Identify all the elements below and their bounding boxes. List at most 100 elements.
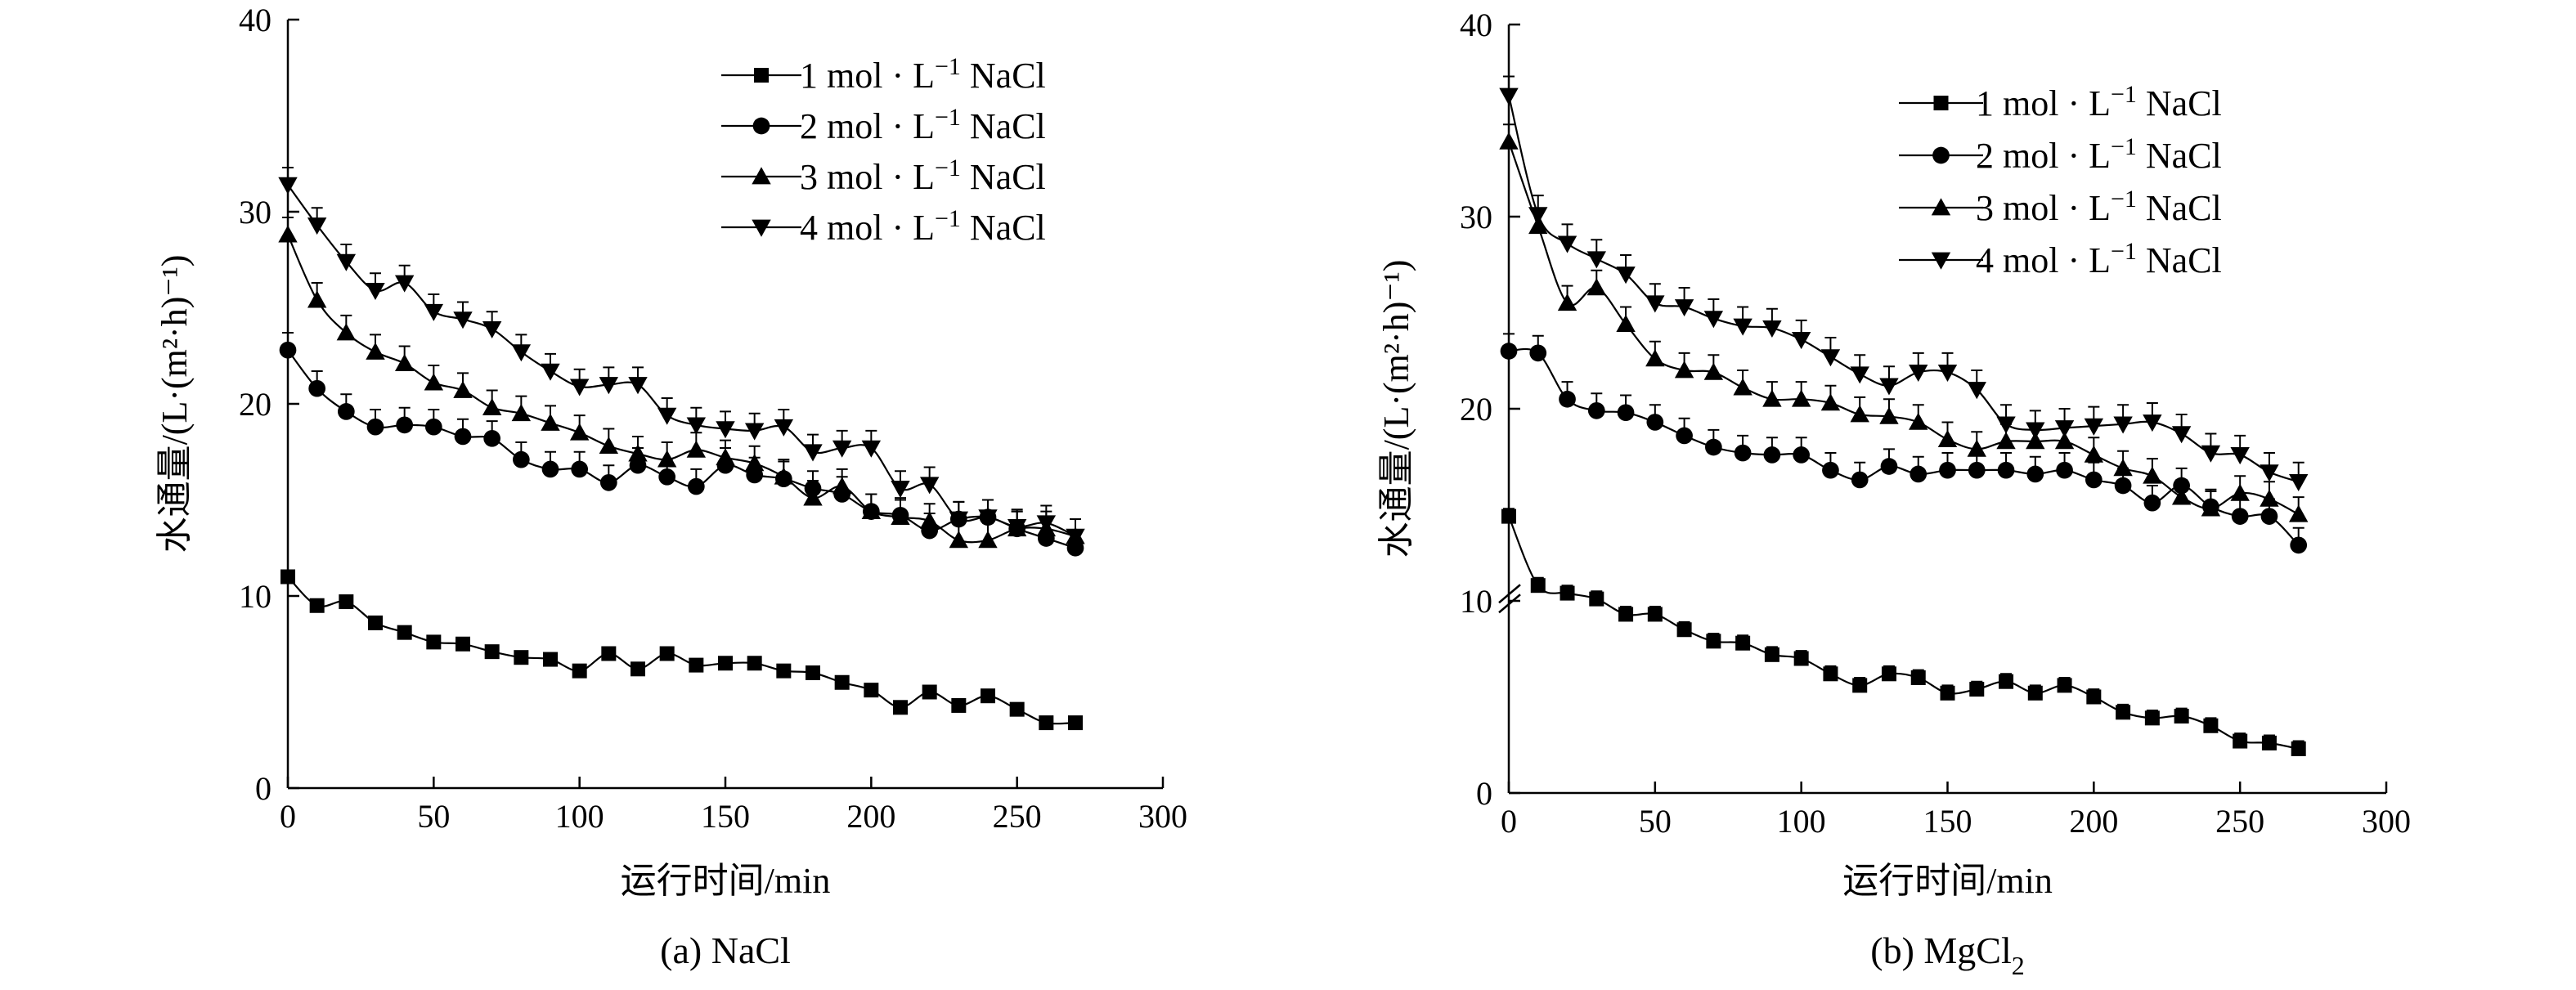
series-line <box>1508 347 2300 546</box>
x-tick-label: 300 <box>1138 798 1187 835</box>
series-line <box>1507 516 2299 750</box>
data-point <box>2201 445 2221 463</box>
data-point <box>803 488 823 506</box>
legend-item-3: 3 mol · L−1 NaCl <box>1899 186 2222 228</box>
data-point <box>2143 466 2162 484</box>
y-axis-title: 水通量/(L·(m²·h)⁻¹) <box>155 255 195 553</box>
legend-label: 2 mol · L−1 NaCl <box>1976 133 2222 176</box>
series-1 <box>1501 508 2306 756</box>
data-point <box>2144 710 2160 726</box>
data-point <box>2114 477 2132 495</box>
data-point <box>1557 235 1577 253</box>
data-point <box>2056 461 2073 479</box>
data-point <box>893 700 908 715</box>
data-point <box>774 467 794 485</box>
data-point <box>2113 416 2133 434</box>
data-point <box>861 440 882 458</box>
data-point <box>776 663 792 679</box>
legend-item-2: 2 mol · L−1 NaCl <box>721 104 1046 146</box>
data-point <box>1703 362 1724 380</box>
x-tick-label: 100 <box>1777 803 1826 840</box>
data-point <box>2026 465 2044 483</box>
data-point <box>951 697 967 713</box>
data-point <box>2026 422 2045 440</box>
data-point <box>774 419 794 437</box>
data-point <box>803 444 823 462</box>
data-point <box>1645 349 1665 367</box>
data-point <box>2116 705 2131 720</box>
data-point <box>1068 715 1083 731</box>
data-point <box>599 474 617 491</box>
series-line <box>287 184 1076 538</box>
x-tick-label: 250 <box>2215 803 2264 840</box>
data-point <box>1674 361 1694 379</box>
data-point <box>1910 465 1928 483</box>
series-3 <box>278 217 1085 549</box>
data-point <box>1996 432 2016 450</box>
data-point <box>1676 427 1693 445</box>
data-point <box>2290 536 2308 554</box>
data-point <box>1764 647 1779 662</box>
data-point <box>1039 715 1054 731</box>
data-point <box>861 501 882 519</box>
data-point <box>1822 461 1839 479</box>
data-point <box>1763 446 1781 464</box>
data-point <box>1586 278 1606 296</box>
data-point <box>426 634 442 650</box>
legend-marker <box>752 117 770 135</box>
data-point <box>659 646 675 661</box>
data-point <box>1793 446 1811 464</box>
data-point <box>2261 735 2277 750</box>
data-point <box>981 688 995 704</box>
x-tick-label: 300 <box>2362 803 2411 840</box>
data-point <box>2291 741 2306 756</box>
data-point <box>541 363 560 381</box>
data-point <box>366 342 385 360</box>
data-point <box>1820 393 1841 411</box>
data-point <box>628 377 648 395</box>
data-point <box>1850 405 1869 423</box>
data-point <box>1499 87 1519 105</box>
y-tick-label: 20 <box>1460 391 1492 428</box>
data-point <box>1909 364 1928 383</box>
data-point <box>1009 701 1025 717</box>
y-tick-label: 20 <box>239 386 272 423</box>
data-point <box>2026 432 2045 450</box>
data-point <box>339 594 354 610</box>
legend-marker <box>1931 198 1951 216</box>
data-point <box>336 323 357 341</box>
x-tick-label: 0 <box>280 798 296 835</box>
data-point <box>541 413 560 431</box>
data-point <box>278 177 298 195</box>
data-point <box>949 531 969 549</box>
data-point <box>1820 349 1841 367</box>
data-point <box>484 644 500 660</box>
data-point <box>1793 651 1809 666</box>
panel-caption: (a) NaCl <box>660 930 791 971</box>
x-tick-label: 0 <box>1501 803 1517 840</box>
data-point <box>631 661 645 677</box>
data-point <box>456 636 470 652</box>
axis-break-mark <box>1498 584 1521 614</box>
data-point <box>864 683 879 698</box>
data-point <box>1996 416 2016 434</box>
data-point <box>482 398 502 416</box>
data-point <box>511 344 532 362</box>
data-point <box>424 418 442 436</box>
data-point <box>1940 685 1955 701</box>
legend-label: 1 mol · L−1 NaCl <box>800 53 1046 96</box>
data-point <box>571 460 589 478</box>
x-tick-label: 250 <box>993 798 1042 835</box>
legend-item-3: 3 mol · L−1 NaCl <box>721 155 1046 197</box>
y-tick-label: 0 <box>255 770 272 807</box>
data-point <box>2260 464 2279 482</box>
data-point <box>1589 591 1604 607</box>
data-point <box>454 428 472 446</box>
legend-marker <box>1933 96 1949 110</box>
data-point <box>483 429 501 447</box>
data-point <box>1939 461 1956 479</box>
x-tick-label: 50 <box>417 798 450 835</box>
data-point <box>394 353 415 372</box>
data-point <box>1880 458 1898 475</box>
data-point <box>834 674 850 690</box>
